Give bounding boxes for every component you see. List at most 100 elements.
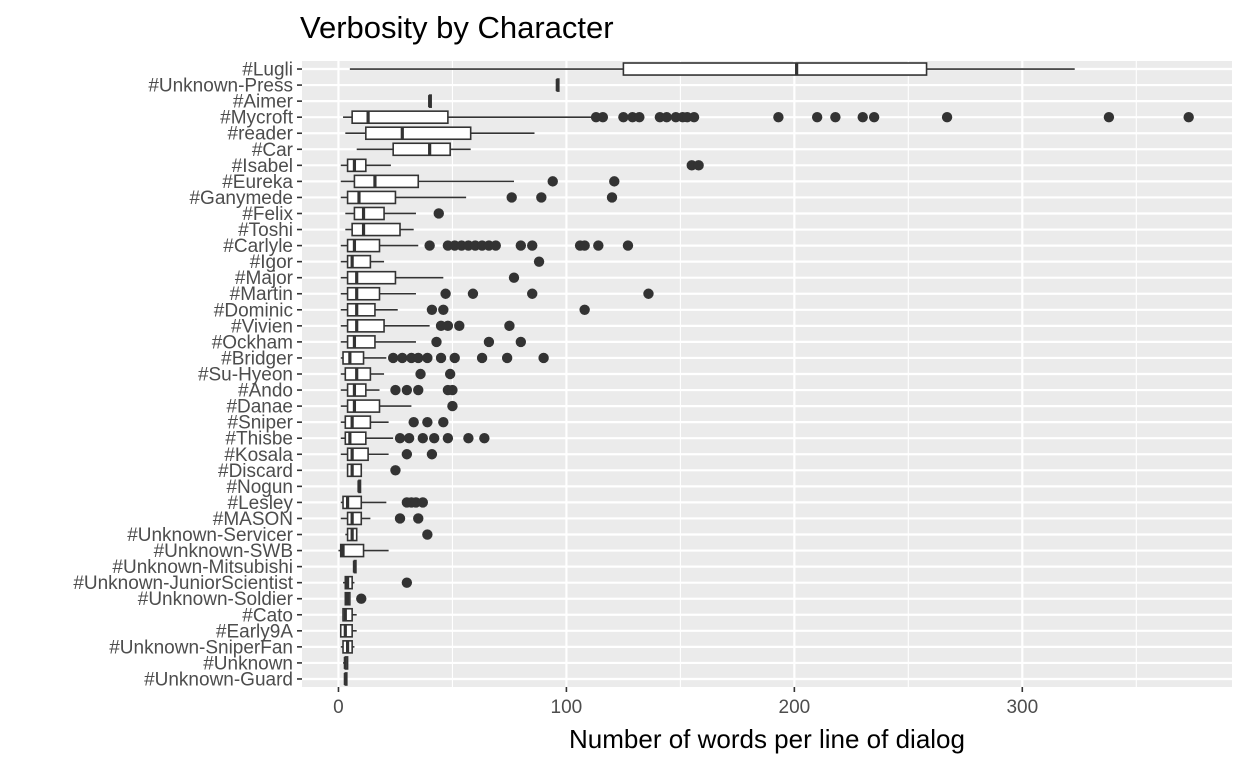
outlier-point: [536, 192, 547, 203]
box-iqr: [346, 158, 367, 173]
category-label: #Sniper: [228, 413, 294, 434]
outlier-point: [387, 352, 399, 364]
outlier-point: [941, 111, 953, 123]
box-ando: [340, 383, 458, 397]
x-tick-label: 300: [1006, 697, 1038, 718]
outlier-point: [417, 433, 429, 444]
box-unknown-soldier: [344, 591, 367, 606]
x-axis-label: Number of words per line of dialog: [569, 724, 965, 754]
outlier-point: [415, 368, 426, 380]
outlier-point: [643, 288, 654, 299]
outlier-point: [426, 304, 438, 315]
box-igor: [340, 254, 545, 269]
category-label: #Kosala: [224, 445, 293, 466]
outlier-point: [356, 593, 367, 604]
category-label: #Carlyle: [223, 236, 293, 257]
category-label: #Dominic: [214, 300, 293, 321]
outlier-point: [449, 352, 460, 364]
box-su-hyeon: [340, 367, 456, 381]
category-label: #Felix: [242, 204, 293, 225]
box-felix: [345, 206, 444, 221]
outlier-point: [444, 368, 456, 380]
outlier-point: [438, 416, 449, 428]
outlier-point: [408, 416, 419, 428]
outlier-point: [868, 111, 880, 123]
box-lugli: [349, 62, 1075, 76]
category-label: #Early9A: [216, 621, 293, 642]
outlier-point: [533, 256, 545, 267]
box-iqr: [346, 383, 367, 397]
box-reader: [345, 126, 535, 141]
outlier-point: [463, 433, 474, 444]
box-mason: [340, 511, 424, 526]
box-iqr: [346, 270, 397, 285]
outlier-point: [479, 433, 490, 444]
box-toshi: [345, 222, 414, 237]
outlier-point: [830, 111, 841, 123]
category-label: #Unknown-Soldier: [138, 589, 294, 610]
category-label: #Ando: [238, 381, 293, 402]
outlier-point: [401, 577, 413, 588]
box-iqr: [346, 463, 363, 478]
outlier-point: [417, 497, 429, 508]
box-iqr: [346, 190, 397, 205]
outlier-point: [394, 433, 406, 444]
box-iqr: [339, 543, 365, 558]
x-tick-label: 100: [551, 697, 583, 718]
outlier-point: [483, 336, 495, 348]
box-unknown-guard: [343, 672, 348, 686]
category-label: #Eureka: [222, 172, 293, 193]
box-unknown-mitsubishi: [352, 559, 357, 574]
category-label: #MASON: [213, 509, 293, 530]
box-iqr: [346, 238, 381, 253]
category-label: #Unknown-Guard: [144, 669, 293, 690]
category-label: #Mycroft: [220, 108, 294, 129]
outlier-point: [438, 304, 449, 315]
box-cato: [342, 607, 357, 622]
box-unknown: [343, 656, 349, 670]
outlier-point: [435, 352, 447, 364]
outlier-point: [693, 160, 704, 171]
outlier-point: [501, 352, 513, 364]
outlier-point: [538, 352, 549, 364]
box-iqr: [353, 174, 420, 189]
category-label: #Isabel: [232, 156, 293, 177]
box-iqr: [346, 319, 385, 333]
outlier-point: [413, 384, 424, 396]
category-label: #Aimer: [233, 92, 294, 113]
outlier-point: [467, 288, 479, 299]
box-martin: [340, 286, 654, 301]
outlier-point: [401, 384, 413, 396]
box-iqr: [351, 222, 401, 237]
box-iqr: [346, 302, 376, 317]
box-iqr: [342, 495, 363, 510]
category-label: #Toshi: [238, 220, 293, 241]
category-label: #Thisbe: [225, 429, 293, 450]
box-iqr: [346, 286, 381, 301]
outlier-point: [431, 336, 442, 348]
outlier-point: [773, 111, 784, 123]
outlier-point: [1103, 111, 1115, 123]
box-sniper: [340, 415, 449, 429]
outlier-point: [447, 384, 458, 396]
outlier-point: [504, 320, 515, 332]
box-thisbe: [340, 431, 490, 446]
category-label: #Ganymede: [189, 188, 293, 209]
box-danae: [340, 399, 458, 413]
outlier-point: [606, 192, 618, 203]
outlier-point: [1183, 111, 1194, 123]
outlier-point: [397, 352, 408, 364]
category-label: #Unknown-Mitsubishi: [112, 557, 293, 578]
outlier-point: [811, 111, 823, 123]
box-iqr: [622, 62, 928, 76]
outlier-point: [429, 433, 440, 444]
box-iqr: [346, 511, 363, 526]
box-iqr: [351, 110, 449, 124]
outlier-point: [579, 240, 590, 251]
box-ganymede: [340, 190, 618, 205]
box-unknown-juniorscientist: [343, 575, 413, 590]
outlier-point: [622, 240, 634, 251]
category-label: #Su-Hyeon: [198, 365, 293, 386]
category-label: #Ockham: [212, 332, 293, 353]
